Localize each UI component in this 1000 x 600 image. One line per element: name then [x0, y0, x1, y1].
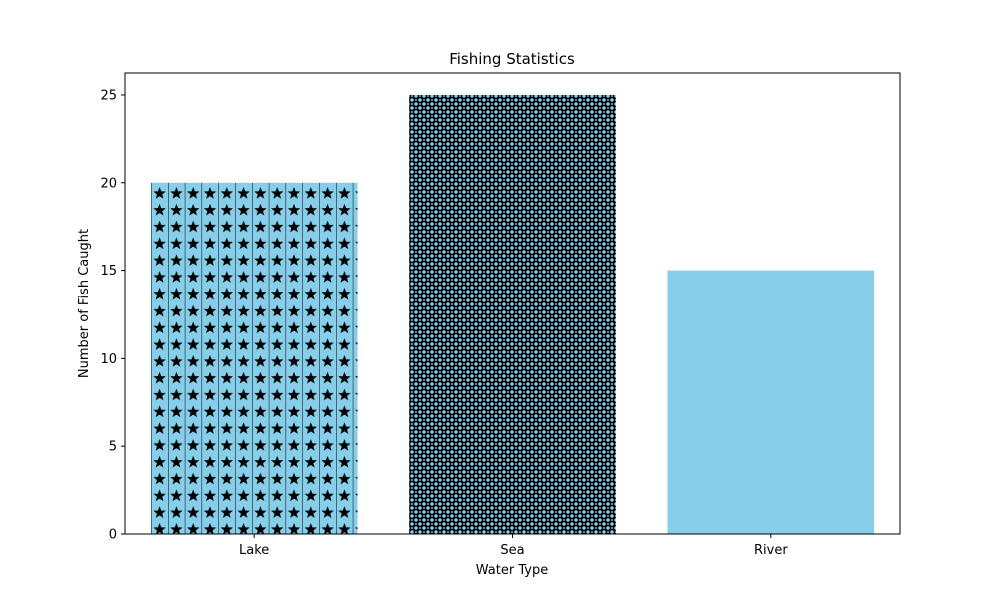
bar-sea — [409, 94, 616, 534]
x-tick-label: Lake — [239, 543, 269, 558]
y-tick-label: 25 — [100, 88, 117, 103]
x-axis-label: Water Type — [476, 563, 548, 578]
y-tick-label: 20 — [100, 176, 117, 191]
bar-river — [667, 270, 875, 534]
x-tick-label: Sea — [500, 543, 524, 558]
chart-title: Fishing Statistics — [449, 50, 575, 68]
y-tick-label: 10 — [100, 352, 117, 367]
y-tick-label: 5 — [109, 440, 117, 455]
bars-layer — [150, 94, 875, 534]
bar-lake — [150, 182, 358, 534]
y-tick-label: 15 — [100, 264, 117, 279]
x-axis: Lake Sea River — [239, 534, 788, 558]
y-tick-label: 0 — [109, 528, 117, 543]
y-axis: 0 5 10 15 20 25 — [100, 88, 125, 543]
x-tick-label: River — [754, 543, 788, 558]
y-axis-label: Number of Fish Caught — [77, 229, 92, 378]
